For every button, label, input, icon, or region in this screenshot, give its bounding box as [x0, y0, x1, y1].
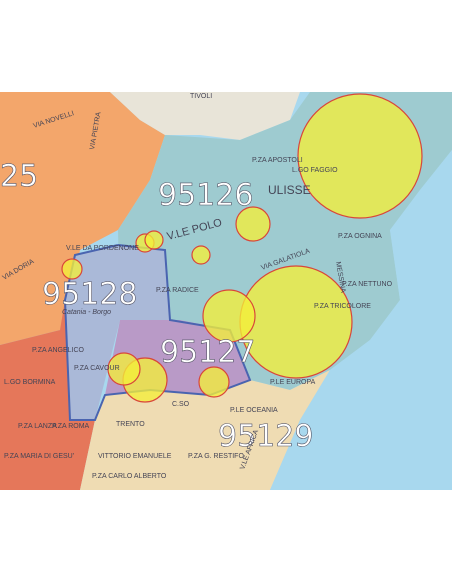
zone-label: 95126	[158, 178, 253, 213]
bubble	[107, 352, 141, 386]
street-label: L.GO FAGGIO	[292, 167, 338, 174]
street-label: V.LE DA PORDENONE	[66, 245, 139, 252]
zone-label: 95128	[42, 277, 137, 312]
street-label: ULISSE	[268, 183, 311, 197]
bubble	[144, 230, 164, 250]
street-label: P.ZA CAVOUR	[74, 365, 120, 372]
street-label: P.LE OCEANIA	[230, 407, 278, 414]
street-label: P.ZA LANZA	[18, 423, 57, 430]
bubble	[191, 245, 211, 265]
bubble	[297, 93, 423, 219]
street-label: C.SO	[172, 401, 190, 408]
street-label: P.ZA ROMA	[52, 423, 90, 430]
street-label: P.LE EUROPA	[270, 379, 316, 386]
street-label: P.ZA APOSTOLI	[252, 157, 303, 164]
street-label: P.ZA CARLO ALBERTO	[92, 473, 167, 480]
street-label: P.ZA OGNINA	[338, 233, 382, 240]
zone-label: 95127	[160, 335, 255, 370]
street-label: TIVOLI	[190, 93, 212, 100]
zone-label: 25	[0, 159, 38, 194]
street-label: P.ZA RADICE	[156, 287, 199, 294]
bubble	[198, 366, 230, 398]
street-label: P.ZA ANGELICO	[32, 347, 85, 354]
street-label: VITTORIO EMANUELE	[98, 453, 172, 460]
street-label: Catania - Borgo	[62, 309, 111, 316]
street-label: P.ZA TRICOLORE	[314, 303, 371, 310]
bubble	[61, 258, 83, 280]
bubble	[235, 206, 271, 242]
bubble	[239, 265, 353, 379]
street-label: TRENTO	[116, 421, 145, 428]
street-label: P.ZA MARIA DI GESU'	[4, 453, 74, 460]
street-label: P.ZA G. RESTIFO	[188, 453, 244, 460]
zone-label: 95129	[218, 419, 313, 454]
bubble	[202, 289, 256, 343]
street-label: L.GO BORMINA	[4, 379, 56, 386]
street-label: P.ZA NETTUNO	[342, 281, 393, 288]
bubbles	[61, 93, 423, 403]
